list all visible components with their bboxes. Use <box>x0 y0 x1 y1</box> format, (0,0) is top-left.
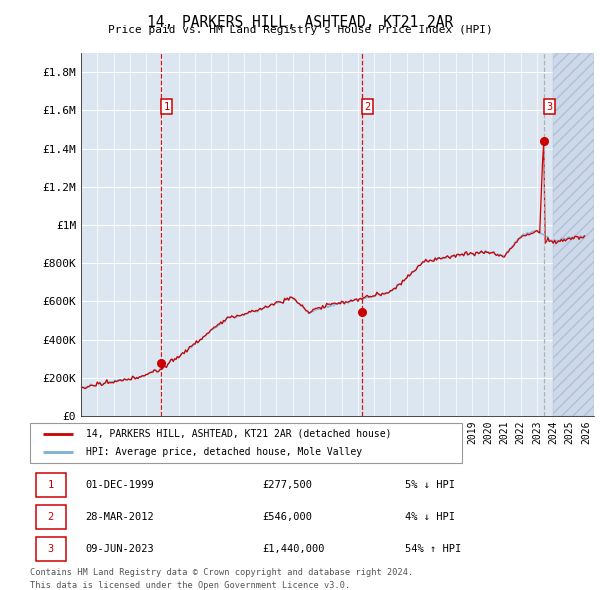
Text: 1: 1 <box>47 480 53 490</box>
Text: 14, PARKERS HILL, ASHTEAD, KT21 2AR: 14, PARKERS HILL, ASHTEAD, KT21 2AR <box>147 15 453 30</box>
Text: Contains HM Land Registry data © Crown copyright and database right 2024.: Contains HM Land Registry data © Crown c… <box>30 568 413 576</box>
Text: 2: 2 <box>364 101 370 112</box>
Text: 5% ↓ HPI: 5% ↓ HPI <box>406 480 455 490</box>
Text: HPI: Average price, detached house, Mole Valley: HPI: Average price, detached house, Mole… <box>86 447 362 457</box>
Text: 1: 1 <box>164 101 170 112</box>
Text: 09-JUN-2023: 09-JUN-2023 <box>85 544 154 553</box>
FancyBboxPatch shape <box>30 423 462 463</box>
Text: 14, PARKERS HILL, ASHTEAD, KT21 2AR (detached house): 14, PARKERS HILL, ASHTEAD, KT21 2AR (det… <box>86 429 392 439</box>
Text: £546,000: £546,000 <box>262 512 312 522</box>
Text: 28-MAR-2012: 28-MAR-2012 <box>85 512 154 522</box>
Text: 01-DEC-1999: 01-DEC-1999 <box>85 480 154 490</box>
FancyBboxPatch shape <box>35 473 66 497</box>
Text: 3: 3 <box>547 101 553 112</box>
Text: 2: 2 <box>47 512 53 522</box>
Text: 4% ↓ HPI: 4% ↓ HPI <box>406 512 455 522</box>
FancyBboxPatch shape <box>35 536 66 561</box>
FancyBboxPatch shape <box>35 504 66 529</box>
Text: £1,440,000: £1,440,000 <box>262 544 325 553</box>
Text: 3: 3 <box>47 544 53 553</box>
Text: £277,500: £277,500 <box>262 480 312 490</box>
Text: Price paid vs. HM Land Registry's House Price Index (HPI): Price paid vs. HM Land Registry's House … <box>107 25 493 35</box>
Text: 54% ↑ HPI: 54% ↑ HPI <box>406 544 461 553</box>
Text: This data is licensed under the Open Government Licence v3.0.: This data is licensed under the Open Gov… <box>30 581 350 589</box>
